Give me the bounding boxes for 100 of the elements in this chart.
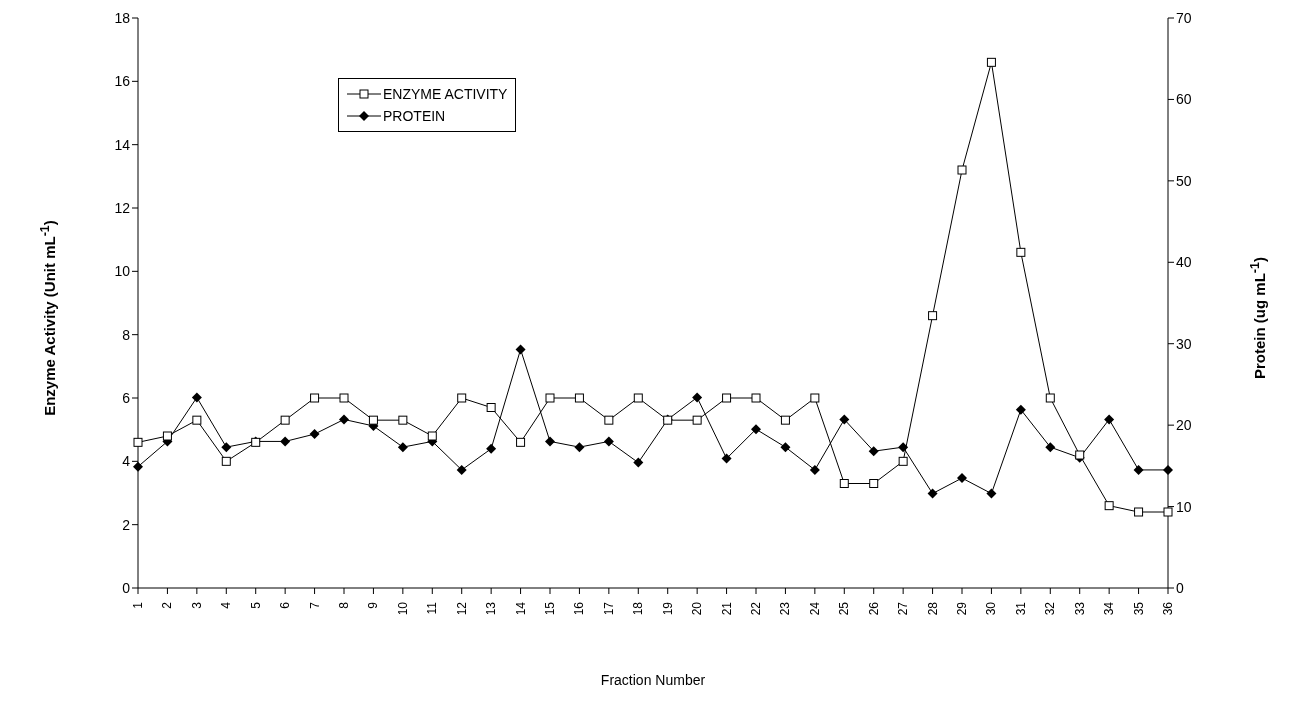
point	[1163, 507, 1173, 517]
legend-label: PROTEIN	[383, 107, 446, 126]
y2-tick-label: 50	[1176, 172, 1192, 189]
point	[397, 442, 408, 453]
x-tick-label: 20	[690, 601, 705, 616]
point	[221, 456, 231, 466]
x-tick-label: 4	[219, 601, 234, 609]
y2-tick-label: 70	[1176, 9, 1192, 26]
point	[1015, 404, 1026, 415]
x-axis-title: Fraction Number	[599, 672, 707, 688]
point	[1045, 442, 1056, 453]
point	[339, 393, 349, 403]
y2-tick-label: 0	[1176, 579, 1184, 596]
x-tick-label: 34	[1102, 601, 1117, 616]
point	[309, 429, 320, 440]
point	[692, 415, 702, 425]
y2-tick-label: 20	[1176, 417, 1192, 434]
point	[1163, 464, 1173, 475]
x-tick-label: 30	[984, 601, 999, 616]
point	[1016, 247, 1026, 257]
x-tick-label: 1	[131, 601, 145, 609]
point	[398, 415, 408, 425]
x-tick-label: 21	[719, 601, 734, 616]
point	[545, 436, 555, 447]
x-tick-label: 12	[454, 601, 469, 616]
point	[603, 436, 614, 447]
point	[221, 442, 232, 453]
point	[516, 437, 526, 447]
x-tick-label: 35	[1131, 601, 1146, 616]
point	[751, 393, 761, 403]
point	[162, 431, 172, 441]
x-tick-label: 32	[1043, 601, 1058, 616]
point	[339, 414, 349, 425]
x-tick-label: 28	[925, 601, 940, 616]
point	[722, 393, 732, 403]
x-tick-label: 3	[189, 601, 204, 609]
x-tick-label: 13	[484, 601, 499, 616]
y-tick-label: 6	[122, 389, 131, 406]
point	[751, 424, 761, 435]
point	[868, 446, 879, 457]
point	[721, 453, 732, 464]
point	[604, 415, 614, 425]
point	[986, 488, 997, 499]
y-tick-label: 2	[122, 516, 131, 533]
x-tick-label: 8	[337, 601, 351, 609]
x-tick-label: 23	[778, 601, 793, 616]
point	[898, 442, 909, 453]
x-tick-label: 14	[513, 601, 528, 616]
x-tick-label: 31	[1013, 601, 1028, 616]
point	[192, 415, 202, 425]
point	[839, 479, 849, 488]
point	[810, 393, 820, 403]
point	[927, 488, 938, 499]
point	[574, 442, 585, 453]
x-tick-label: 19	[660, 601, 675, 616]
x-tick-label: 18	[631, 601, 646, 616]
point	[957, 473, 967, 484]
point	[957, 165, 967, 175]
x-tick-label: 9	[366, 601, 381, 609]
point	[898, 456, 908, 466]
x-tick-label: 7	[307, 601, 322, 609]
x-tick-label: 27	[896, 601, 911, 616]
y2-tick-label: 60	[1176, 91, 1192, 108]
point	[869, 479, 879, 488]
point	[1104, 501, 1114, 511]
y2-tick-label: 10	[1176, 498, 1192, 515]
point	[839, 414, 850, 425]
y-tick-label: 0	[122, 579, 131, 596]
x-tick-label: 16	[572, 601, 587, 616]
y-tick-label: 12	[114, 199, 131, 216]
point	[133, 461, 143, 472]
y-tick-label: 16	[114, 73, 131, 90]
x-tick-label: 26	[866, 601, 881, 616]
x-tick-label: 2	[160, 601, 175, 609]
point	[574, 393, 584, 403]
point	[191, 392, 202, 403]
point	[515, 344, 526, 355]
point	[133, 437, 143, 447]
x-tick-label: 24	[807, 601, 822, 616]
y-tick-label: 18	[114, 9, 131, 26]
point	[692, 392, 703, 403]
point	[780, 415, 790, 425]
point	[1133, 464, 1144, 475]
x-tick-label: 10	[395, 601, 410, 616]
point	[427, 431, 437, 441]
x-tick-label: 33	[1072, 601, 1087, 616]
y2-tick-label: 40	[1176, 254, 1192, 271]
point	[780, 442, 791, 453]
point	[280, 415, 290, 425]
point	[986, 57, 996, 67]
point	[456, 464, 467, 475]
point	[1045, 393, 1055, 403]
point	[457, 393, 467, 403]
x-tick-label: 36	[1161, 601, 1175, 616]
point	[1104, 414, 1115, 425]
point	[486, 403, 496, 412]
point	[809, 464, 820, 475]
x-tick-label: 6	[278, 601, 293, 609]
point	[310, 393, 320, 403]
point	[928, 311, 938, 321]
